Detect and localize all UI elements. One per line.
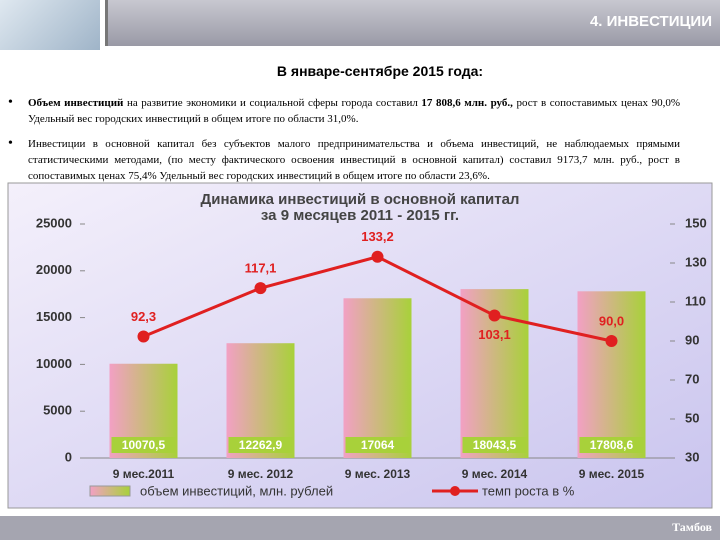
- y-tick-label: 5000: [43, 403, 72, 418]
- text: на развитие экономики и социальной сферы…: [123, 97, 422, 109]
- chart-title: за 9 месяцев 2011 - 2015 гг.: [261, 207, 459, 224]
- header-bar: 4. ИНВЕСТИЦИИ: [105, 0, 720, 46]
- footer-text: Тамбов: [672, 520, 712, 534]
- legend-swatch: [89, 485, 131, 497]
- value-label-box: [345, 437, 410, 453]
- value-label-box: [111, 437, 176, 453]
- bullet: Инвестиции в основной капитал без субъек…: [8, 136, 680, 184]
- y2-tick-label: 90: [685, 332, 699, 347]
- value-label-box: [462, 437, 527, 453]
- value-label-box: [228, 437, 293, 453]
- value-label: 90,0: [599, 313, 624, 328]
- y-tick-label: 20000: [36, 262, 72, 277]
- y2-tick-label: 150: [685, 215, 707, 230]
- value-label: 18043,5: [473, 438, 517, 452]
- value-label: 12262,9: [239, 438, 283, 452]
- bullet: Объем инвестиций на развитие экономики и…: [8, 95, 681, 127]
- value-label: 103,1: [478, 327, 511, 342]
- y2-tick-label: 110: [685, 293, 706, 308]
- header-title: 4. ИНВЕСТИЦИИ: [589, 13, 712, 30]
- value-label: 17064: [361, 438, 395, 452]
- x-tick-label: 9 мес. 2015: [579, 467, 645, 481]
- text: 17 808,6 млн. руб.,: [421, 97, 513, 109]
- heading: В январе-сентябре 2015 года:: [276, 63, 484, 79]
- y-tick-label: 25000: [36, 215, 72, 230]
- y2-tick-label: 50: [685, 410, 699, 425]
- y2-tick-label: 130: [685, 254, 707, 269]
- legend-label: темп роста в %: [482, 483, 575, 498]
- value-label: 92,3: [131, 309, 156, 324]
- line-marker: [137, 330, 150, 343]
- value-label: 10070,5: [122, 438, 166, 452]
- value-label: 17808,6: [590, 438, 634, 452]
- header-icon: [0, 0, 100, 50]
- bar: [577, 291, 646, 458]
- line-marker: [605, 335, 618, 347]
- line-marker: [371, 250, 384, 263]
- text: Инвестиции в основной капитал без субъек…: [28, 138, 680, 182]
- footer: Тамбов: [0, 516, 720, 540]
- text: рост в сопоставимых ценах 90,0% Удельный…: [28, 97, 681, 125]
- line-marker: [254, 282, 267, 295]
- y-tick-label: 10000: [36, 356, 72, 371]
- x-tick-label: 9 мес. 2013: [345, 467, 411, 481]
- legend-label: объем инвестиций, млн. рублей: [140, 483, 333, 498]
- y-tick-label: 15000: [36, 309, 72, 324]
- line-marker: [488, 309, 501, 322]
- legend-swatch: [450, 486, 460, 496]
- chart-title: Динамика инвестиций в основной капитал: [201, 191, 520, 208]
- value-label-box: [579, 437, 644, 453]
- value-label: 117,1: [245, 261, 277, 276]
- value-label: 133,2: [361, 229, 394, 244]
- text: Объем инвестиций: [28, 97, 124, 109]
- y2-tick-label: 70: [685, 371, 699, 386]
- y-tick-label: 0: [65, 449, 72, 464]
- x-tick-label: 9 мес. 2012: [228, 467, 294, 481]
- x-tick-label: 9 мес.2011: [113, 467, 175, 481]
- y2-tick-label: 30: [685, 449, 699, 464]
- x-tick-label: 9 мес. 2014: [462, 467, 528, 481]
- bar: [343, 298, 412, 458]
